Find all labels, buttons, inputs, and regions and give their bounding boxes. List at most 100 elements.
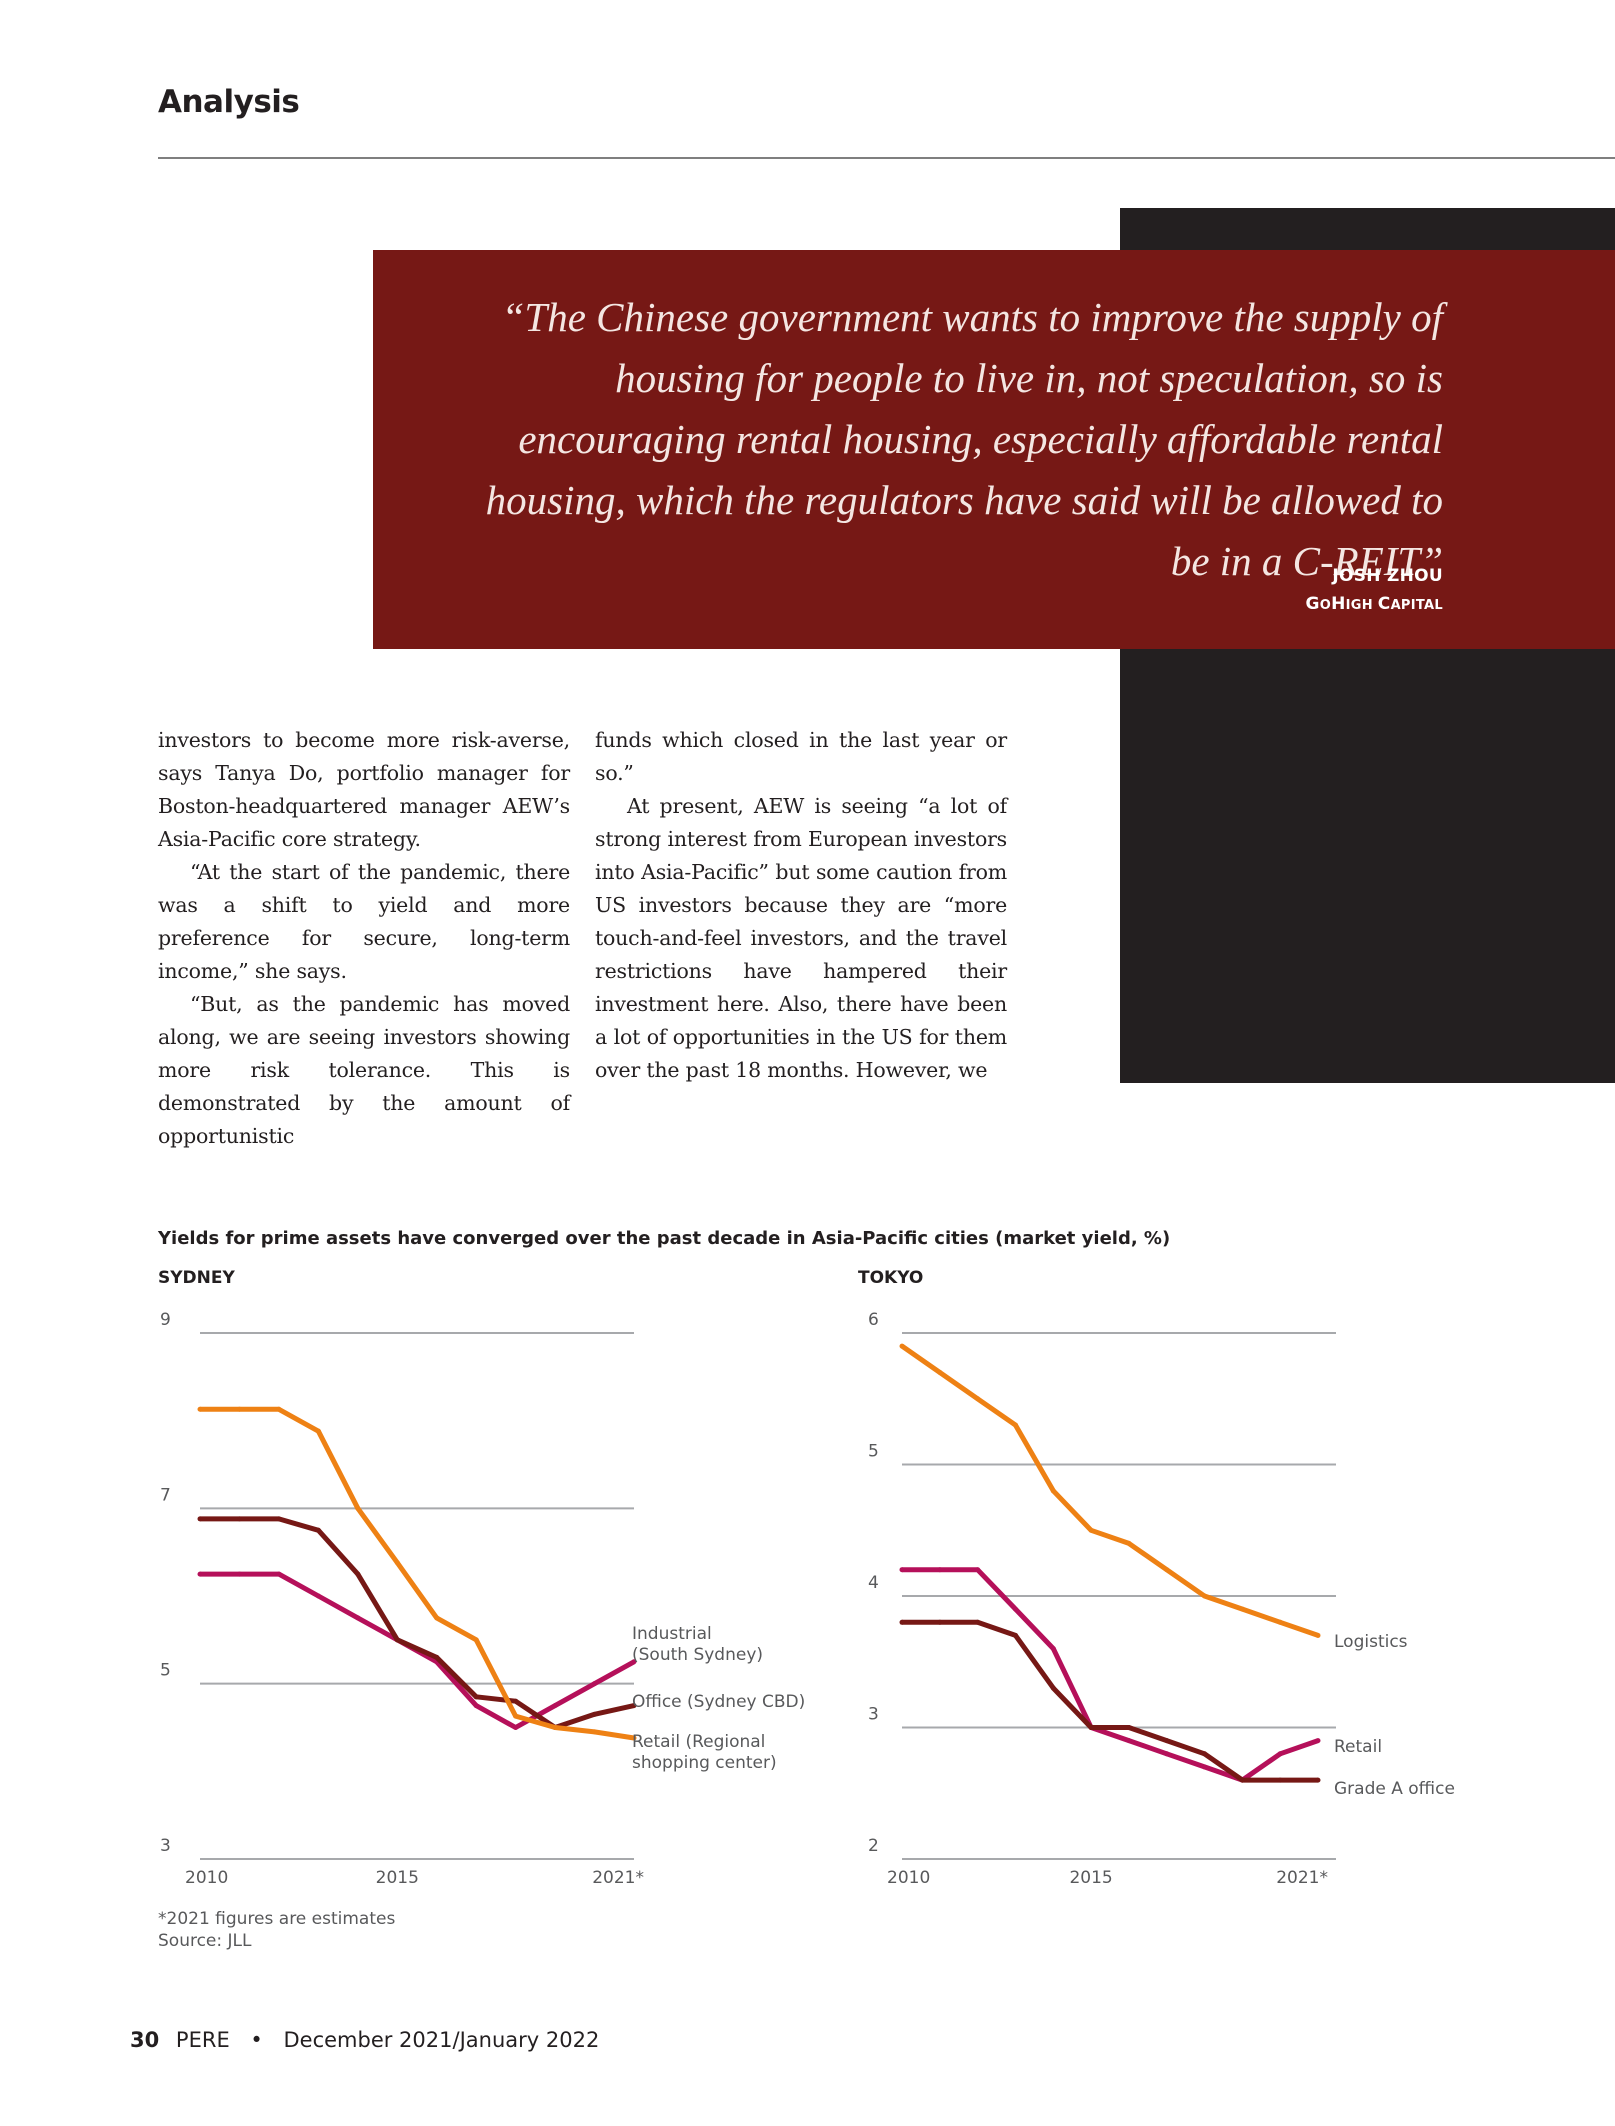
data-point: [1277, 1619, 1283, 1625]
data-point: [552, 1725, 558, 1730]
data-point: [937, 1369, 943, 1375]
series-label: Retail (Regional shopping center): [632, 1732, 777, 1773]
y-tick-label: 5: [160, 1661, 171, 1681]
x-tick-label: 2015: [376, 1868, 419, 1888]
pull-quote-text: “The Chinese government wants to improve…: [485, 294, 1443, 584]
data-point: [1012, 1632, 1018, 1638]
page-number: 30: [130, 2028, 160, 2052]
data-point: [1164, 1751, 1170, 1757]
data-point: [592, 1681, 598, 1687]
section-label: Analysis: [158, 84, 300, 120]
data-point: [434, 1615, 440, 1621]
data-point: [513, 1698, 519, 1704]
x-tick-label: 2010: [887, 1868, 930, 1888]
data-point: [631, 1703, 637, 1709]
data-point: [394, 1637, 400, 1643]
tokyo-yield-chart: 2 3 4 5 6 2010 2015 2021* Logistics Retail Grade A…: [868, 1310, 1455, 1888]
data-point: [592, 1729, 598, 1735]
data-point: [1050, 1685, 1056, 1691]
y-tick-label: 4: [868, 1573, 879, 1593]
y-tick-label: 2: [868, 1836, 879, 1856]
data-point: [1088, 1527, 1094, 1533]
y-tick-label: 7: [160, 1485, 171, 1505]
series-line: [902, 1567, 1319, 1783]
data-point: [1202, 1764, 1208, 1770]
data-point: [1315, 1632, 1321, 1638]
data-point: [1239, 1606, 1245, 1612]
data-point: [355, 1505, 361, 1511]
pull-quote-organization: GOHIGH CAPITAL: [1305, 594, 1443, 614]
data-point: [1202, 1751, 1208, 1757]
data-point: [631, 1735, 637, 1741]
data-point: [236, 1406, 242, 1412]
y-tick-label: 9: [160, 1310, 171, 1330]
chart-title-tokyo: TOKYO: [858, 1268, 924, 1288]
data-point: [1012, 1422, 1018, 1428]
chart-title-sydney: SYDNEY: [158, 1268, 235, 1288]
y-tick-label: 3: [160, 1836, 171, 1856]
data-point: [592, 1711, 598, 1717]
data-point: [975, 1619, 981, 1625]
top-divider: [158, 157, 1615, 159]
pull-quote-box: “The Chinese government wants to improve…: [373, 250, 1615, 649]
series-label-line: Retail: [1334, 1737, 1382, 1757]
data-point: [937, 1567, 943, 1573]
series-label: Retail: [1334, 1737, 1382, 1757]
figure-footnote: *2021 figures are estimates Source: JLL: [158, 1908, 395, 1952]
data-point: [1050, 1488, 1056, 1494]
series-line: [200, 1406, 635, 1741]
data-point: [1277, 1777, 1283, 1783]
body-column-right: funds which closed in the last year or s…: [595, 724, 1007, 1087]
body-paragraph: At present, AEW is seeing “a lot of stro…: [595, 794, 1007, 1082]
series-label: Grade A office: [1334, 1779, 1455, 1799]
source-note: Source: JLL: [158, 1931, 252, 1951]
data-point: [276, 1516, 282, 1522]
page-footer: 30 PERE • December 2021/January 2022: [130, 2028, 599, 2052]
series-label: Office (Sydney CBD): [632, 1692, 805, 1712]
data-point: [315, 1527, 321, 1533]
data-point: [276, 1406, 282, 1412]
publication-name: PERE: [175, 2028, 230, 2052]
figure-title: Yields for prime assets have converged o…: [158, 1228, 1171, 1249]
data-point: [1050, 1646, 1056, 1652]
series-line: [200, 1516, 635, 1730]
body-paragraph: “But, as the pandemic has moved along, w…: [158, 992, 570, 1148]
data-point: [315, 1593, 321, 1599]
data-point: [937, 1619, 943, 1625]
data-point: [1277, 1751, 1283, 1757]
x-tick-label: 2021*: [1276, 1868, 1328, 1888]
data-point: [975, 1567, 981, 1573]
data-point: [899, 1343, 905, 1349]
data-point: [394, 1560, 400, 1566]
body-column-left: investors to become more risk-averse, sa…: [158, 724, 570, 1153]
body-paragraph: investors to become more risk-averse, sa…: [158, 728, 570, 851]
series-label-line: shopping center): [632, 1753, 777, 1773]
data-point: [315, 1428, 321, 1434]
x-tick-label: 2010: [185, 1868, 228, 1888]
data-point: [434, 1654, 440, 1660]
sydney-yield-chart: 3 5 7 9 2010 2015 2021* Industrial (South Sydney…: [160, 1310, 805, 1888]
series-label: Logistics: [1334, 1632, 1408, 1652]
data-point: [1126, 1738, 1132, 1744]
data-point: [1239, 1777, 1245, 1783]
series-label-line: (South Sydney): [632, 1645, 763, 1665]
data-point: [899, 1619, 905, 1625]
data-point: [1012, 1606, 1018, 1612]
pull-quote-author: JOSH ZHOU: [1332, 566, 1443, 586]
x-tick-label: 2021*: [592, 1868, 644, 1888]
body-paragraph: “At the start of the pandemic, there was…: [158, 860, 570, 983]
data-point: [1164, 1567, 1170, 1573]
estimate-note: *2021 figures are estimates: [158, 1909, 396, 1929]
series-label: Industrial (South Sydney): [632, 1624, 763, 1665]
data-point: [1315, 1738, 1321, 1744]
y-tick-label: 6: [868, 1310, 879, 1330]
data-point: [975, 1396, 981, 1402]
y-tick-label: 5: [868, 1442, 879, 1462]
data-point: [1315, 1777, 1321, 1783]
data-point: [355, 1571, 361, 1577]
y-tick-label: 3: [868, 1705, 879, 1725]
data-point: [513, 1713, 519, 1719]
series-label-line: Industrial: [632, 1624, 712, 1644]
data-point: [1164, 1738, 1170, 1744]
data-point: [899, 1567, 905, 1573]
